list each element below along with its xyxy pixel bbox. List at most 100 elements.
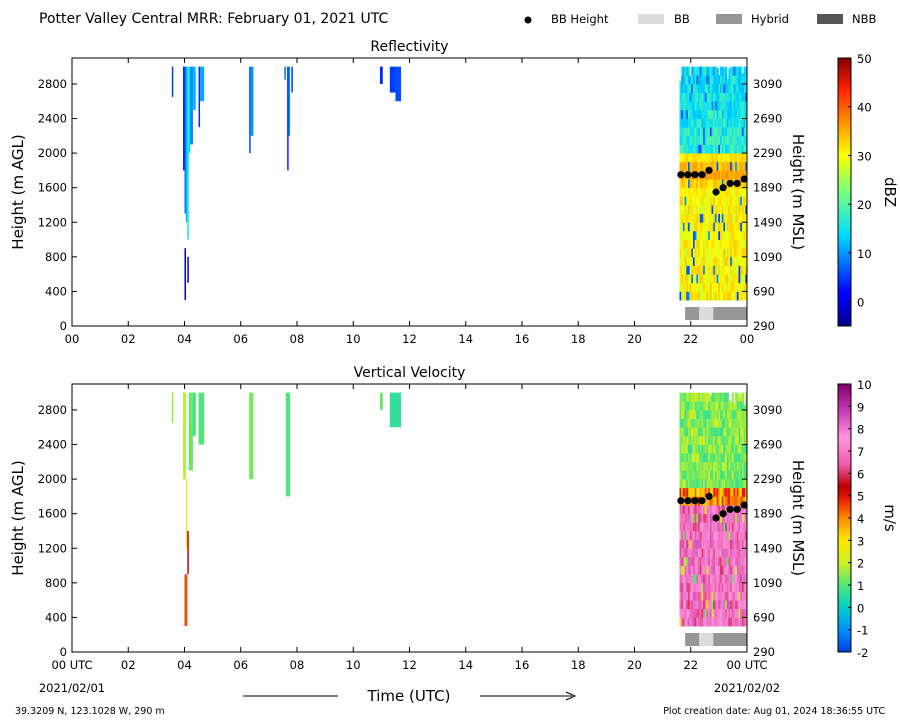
- storm-echo-cell: [725, 213, 728, 223]
- storm-echo-cell: [720, 470, 723, 480]
- colorbar-segment: [838, 453, 851, 456]
- storm-echo-cell: [741, 101, 745, 111]
- storm-echo-cell: [706, 66, 709, 76]
- storm-echo-cell: [689, 487, 692, 497]
- storm-echo-cell: [682, 239, 685, 249]
- storm-echo-cell: [716, 574, 719, 584]
- arrow-head: [565, 691, 577, 701]
- legend-label-hybrid: Hybrid: [751, 12, 789, 26]
- storm-echo-cell: [725, 265, 728, 275]
- storm-echo-cell: [686, 418, 689, 428]
- storm-echo-cell: [738, 427, 741, 437]
- storm-echo-cell: [731, 556, 734, 566]
- storm-echo-cell: [743, 505, 746, 515]
- storm-echo-cell: [735, 565, 738, 575]
- storm-echo-cell: [736, 170, 739, 180]
- storm-echo-cell: [741, 179, 745, 189]
- storm-echo-cell: [733, 92, 736, 102]
- storm-echo-cell: [745, 591, 748, 601]
- storm-echo-cell: [708, 291, 711, 301]
- storm-echo-cell: [738, 600, 741, 610]
- storm-echo-cell: [703, 392, 706, 402]
- storm-echo-cell: [711, 401, 714, 411]
- storm-echo-cell: [694, 608, 697, 618]
- storm-echo-cell: [714, 274, 718, 284]
- storm-echo-cell: [704, 66, 707, 76]
- storm-echo-cell: [714, 213, 718, 223]
- storm-echo-cell: [687, 256, 691, 266]
- storm-echo-cell: [720, 548, 723, 558]
- storm-echo-cell: [703, 230, 706, 240]
- colorbar-segment: [838, 174, 851, 177]
- colorbar-segment: [838, 392, 851, 396]
- storm-echo-cell: [684, 435, 687, 445]
- storm-echo-cell: [716, 591, 719, 601]
- storm-echo-cell: [740, 92, 743, 102]
- storm-echo-cell: [708, 556, 711, 566]
- storm-echo-cell: [691, 248, 694, 258]
- storm-echo-cell: [716, 282, 719, 292]
- storm-echo-cell: [714, 204, 718, 215]
- storm-echo-cell: [740, 487, 743, 497]
- storm-echo-cell: [691, 608, 694, 618]
- storm-echo-cell: [740, 187, 743, 197]
- storm-echo-cell: [701, 222, 704, 232]
- storm-echo-cell: [689, 230, 692, 240]
- storm-echo-cell: [743, 530, 746, 541]
- storm-echo-cell: [736, 496, 739, 506]
- storm-echo-cell: [689, 418, 692, 428]
- storm-echo-cell: [735, 574, 738, 584]
- storm-echo-cell: [687, 274, 691, 284]
- storm-echo-cell: [693, 179, 696, 189]
- storm-echo-cell: [726, 591, 729, 601]
- storm-echo-cell: [720, 487, 723, 497]
- storm-echo-cell: [741, 92, 745, 102]
- storm-echo-cell: [720, 556, 723, 566]
- colorbar-segment: [838, 526, 851, 530]
- storm-echo-cell: [730, 161, 733, 171]
- storm-echo-cell: [733, 617, 736, 627]
- storm-echo-cell: [696, 213, 699, 223]
- storm-echo-cell: [711, 427, 714, 437]
- colorbar-tick-label: 40: [857, 101, 872, 115]
- storm-echo-cell: [720, 401, 723, 411]
- storm-echo-cell: [687, 92, 691, 102]
- storm-echo-cell: [708, 470, 711, 480]
- storm-echo-cell: [694, 461, 697, 471]
- y-tick-label-right: 3090: [753, 403, 782, 417]
- storm-echo-cell: [718, 461, 721, 471]
- storm-echo-cell: [725, 161, 728, 171]
- storm-echo-cell: [686, 187, 689, 197]
- storm-echo-cell: [684, 179, 687, 189]
- storm-echo-cell: [682, 213, 685, 223]
- storm-echo-cell: [720, 505, 723, 515]
- storm-echo-cell: [720, 265, 723, 275]
- storm-echo-cell: [730, 565, 733, 575]
- storm-echo-cell: [740, 409, 743, 419]
- storm-echo-cell: [696, 109, 699, 119]
- storm-echo-cell: [731, 582, 734, 592]
- storm-echo-cell: [699, 66, 702, 76]
- storm-echo-cell: [684, 461, 687, 471]
- storm-echo-cell: [721, 187, 724, 197]
- storm-echo-cell: [720, 453, 723, 463]
- storm-echo-cell: [691, 161, 694, 171]
- storm-echo-cell: [704, 204, 707, 215]
- storm-echo-cell: [696, 291, 699, 301]
- storm-echo-cell: [704, 401, 707, 411]
- storm-echo-cell: [730, 461, 733, 471]
- storm-echo-cell: [684, 204, 687, 215]
- storm-echo-cell: [682, 582, 685, 592]
- colorbar-segment: [838, 602, 851, 606]
- storm-echo-cell: [745, 118, 748, 128]
- colorbar-tick-label: 4: [857, 512, 864, 526]
- storm-echo-cell: [730, 444, 733, 454]
- storm-echo-cell: [709, 401, 712, 411]
- echo-segment: [171, 392, 174, 423]
- storm-echo-cell: [687, 435, 691, 445]
- storm-echo-cell: [733, 222, 736, 232]
- storm-echo-cell: [711, 153, 714, 163]
- storm-echo-cell: [708, 582, 711, 592]
- storm-echo-cell: [698, 135, 701, 145]
- storm-echo-cell: [725, 582, 728, 592]
